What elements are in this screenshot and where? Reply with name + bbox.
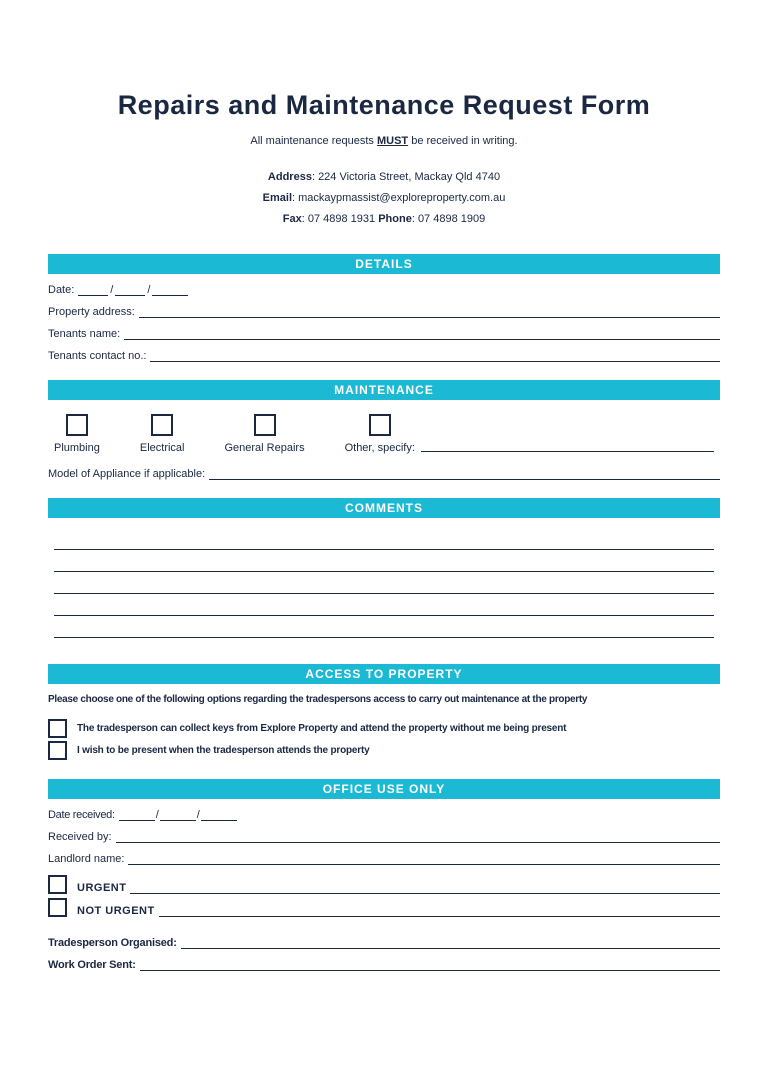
- landlord-name-input[interactable]: [128, 853, 720, 865]
- subtitle-post: be received in writing.: [408, 135, 517, 147]
- tradesperson-label: Tradesperson Organised:: [48, 937, 177, 949]
- received-by-label: Received by:: [48, 831, 112, 843]
- other-specify-input[interactable]: [421, 440, 714, 452]
- received-by-field[interactable]: Received by:: [48, 831, 720, 843]
- date-year-input[interactable]: [152, 284, 188, 296]
- access-option-1[interactable]: The tradesperson can collect keys from E…: [48, 719, 720, 738]
- electrical-label: Electrical: [140, 442, 185, 454]
- access-option-2-label: I wish to be present when the tradespers…: [77, 745, 369, 756]
- slash-1: /: [110, 284, 113, 296]
- tenants-contact-input[interactable]: [150, 350, 720, 362]
- comment-line-5[interactable]: [54, 616, 714, 638]
- tradesperson-input[interactable]: [181, 937, 720, 949]
- comment-line-4[interactable]: [54, 594, 714, 616]
- tradesperson-field[interactable]: Tradesperson Organised:: [48, 937, 720, 949]
- electrical-checkbox[interactable]: [151, 414, 173, 436]
- page-title: Repairs and Maintenance Request Form: [48, 90, 720, 121]
- subtitle-pre: All maintenance requests: [250, 135, 377, 147]
- date-received-label: Date received:: [48, 809, 115, 821]
- contact-address: Address: 224 Victoria Street, Mackay Qld…: [48, 167, 720, 188]
- landlord-name-label: Landlord name:: [48, 853, 124, 865]
- form-page: Repairs and Maintenance Request Form All…: [0, 0, 768, 1021]
- electrical-option[interactable]: Electrical: [140, 414, 185, 454]
- not-urgent-checkbox[interactable]: [48, 898, 67, 917]
- comment-line-1[interactable]: [54, 528, 714, 550]
- not-urgent-label: NOT URGENT: [77, 905, 155, 917]
- date-label: Date:: [48, 284, 74, 296]
- slash-3: /: [156, 809, 159, 821]
- tenants-contact-label: Tenants contact no.:: [48, 350, 146, 362]
- urgent-checkbox[interactable]: [48, 875, 67, 894]
- slash-4: /: [197, 809, 200, 821]
- access-option-2[interactable]: I wish to be present when the tradespers…: [48, 741, 720, 760]
- urgent-option[interactable]: URGENT: [48, 875, 720, 894]
- date-received-year[interactable]: [201, 809, 237, 821]
- landlord-name-field[interactable]: Landlord name:: [48, 853, 720, 865]
- property-address-label: Property address:: [48, 306, 135, 318]
- other-checkbox[interactable]: [369, 414, 391, 436]
- subtitle-must: MUST: [377, 135, 408, 147]
- address-value: : 224 Victoria Street, Mackay Qld 4740: [312, 171, 500, 183]
- work-order-input[interactable]: [140, 959, 720, 971]
- plumbing-checkbox[interactable]: [66, 414, 88, 436]
- other-label: Other, specify:: [345, 442, 415, 454]
- access-checkbox-1[interactable]: [48, 719, 67, 738]
- tenants-name-label: Tenants name:: [48, 328, 120, 340]
- received-by-input[interactable]: [116, 831, 720, 843]
- section-details-header: DETAILS: [48, 254, 720, 274]
- fax-label: Fax: [283, 213, 302, 225]
- urgent-label: URGENT: [77, 882, 126, 894]
- tenants-contact-field[interactable]: Tenants contact no.:: [48, 350, 720, 362]
- section-access-header: ACCESS TO PROPERTY: [48, 664, 720, 684]
- slash-2: /: [147, 284, 150, 296]
- urgent-input[interactable]: [130, 882, 720, 894]
- appliance-field[interactable]: Model of Appliance if applicable:: [48, 468, 720, 480]
- date-received-field[interactable]: Date received: / /: [48, 809, 720, 821]
- comment-line-2[interactable]: [54, 550, 714, 572]
- section-office-header: OFFICE USE ONLY: [48, 779, 720, 799]
- work-order-field[interactable]: Work Order Sent:: [48, 959, 720, 971]
- access-checkbox-2[interactable]: [48, 741, 67, 760]
- not-urgent-option[interactable]: NOT URGENT: [48, 898, 720, 917]
- not-urgent-input[interactable]: [159, 905, 720, 917]
- appliance-label: Model of Appliance if applicable:: [48, 468, 205, 480]
- general-label: General Repairs: [224, 442, 304, 454]
- appliance-input[interactable]: [209, 468, 720, 480]
- date-month-input[interactable]: [115, 284, 145, 296]
- date-received-month[interactable]: [160, 809, 196, 821]
- fax-value: : 07 4898 1931: [302, 213, 378, 225]
- date-received-day[interactable]: [119, 809, 155, 821]
- general-checkbox[interactable]: [254, 414, 276, 436]
- property-address-input[interactable]: [139, 306, 720, 318]
- other-option[interactable]: Other, specify:: [345, 414, 714, 454]
- section-comments-header: COMMENTS: [48, 498, 720, 518]
- email-value: : mackaypmassist@exploreproperty.com.au: [292, 192, 505, 204]
- email-label: Email: [263, 192, 292, 204]
- plumbing-label: Plumbing: [54, 442, 100, 454]
- date-day-input[interactable]: [78, 284, 108, 296]
- access-intro: Please choose one of the following optio…: [48, 694, 720, 705]
- comment-line-3[interactable]: [54, 572, 714, 594]
- contact-block: Address: 224 Victoria Street, Mackay Qld…: [48, 167, 720, 230]
- section-maintenance-header: MAINTENANCE: [48, 380, 720, 400]
- plumbing-option[interactable]: Plumbing: [54, 414, 100, 454]
- subtitle: All maintenance requests MUST be receive…: [48, 135, 720, 147]
- contact-email: Email: mackaypmassist@exploreproperty.co…: [48, 188, 720, 209]
- property-address-field[interactable]: Property address:: [48, 306, 720, 318]
- contact-fax-phone: Fax: 07 4898 1931 Phone: 07 4898 1909: [48, 209, 720, 230]
- work-order-label: Work Order Sent:: [48, 959, 136, 971]
- access-option-1-label: The tradesperson can collect keys from E…: [77, 723, 566, 734]
- tenants-name-input[interactable]: [124, 328, 720, 340]
- tenants-name-field[interactable]: Tenants name:: [48, 328, 720, 340]
- general-repairs-option[interactable]: General Repairs: [224, 414, 304, 454]
- maintenance-options: Plumbing Electrical General Repairs Othe…: [48, 410, 720, 462]
- phone-value: : 07 4898 1909: [412, 213, 485, 225]
- address-label: Address: [268, 171, 312, 183]
- date-field[interactable]: Date: / /: [48, 284, 720, 296]
- phone-label: Phone: [378, 213, 412, 225]
